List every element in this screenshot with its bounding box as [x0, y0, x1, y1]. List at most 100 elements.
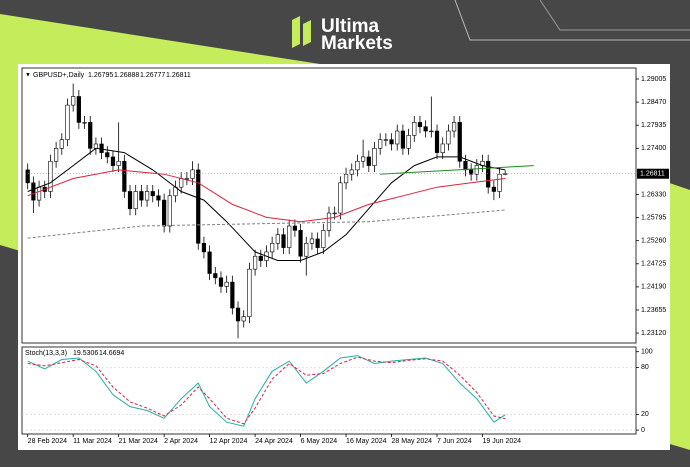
candle-body — [184, 178, 189, 180]
candle-body — [355, 160, 360, 171]
candle-body — [139, 191, 144, 201]
candle-body — [497, 173, 502, 192]
chart-title: GBPUSD+,Daily — [33, 72, 85, 79]
y-tick-label: 1.26330 — [641, 191, 666, 198]
y-tick-label: 0 — [641, 427, 645, 434]
candle-body — [110, 156, 116, 166]
candle-body — [338, 182, 343, 214]
candle-body — [116, 160, 121, 166]
candle-body — [162, 199, 167, 227]
candle-body — [326, 212, 332, 231]
candle-body — [486, 160, 491, 188]
candle-body — [230, 281, 235, 309]
candle-body — [457, 122, 462, 162]
ohlc-low: 1.26777 — [140, 72, 165, 79]
y-tick-label: 1.24725 — [641, 261, 666, 268]
candle-body — [451, 122, 457, 132]
candle-body — [105, 152, 110, 158]
candle-body — [389, 139, 394, 145]
decor-line — [539, 0, 690, 31]
x-tick-label: 28 May 2024 — [392, 438, 433, 445]
candle-body — [321, 230, 326, 248]
price-frame — [21, 67, 637, 344]
candle-body — [252, 255, 258, 270]
candle-body — [127, 191, 133, 210]
candle-body — [412, 122, 417, 136]
candle-body — [332, 212, 337, 215]
y-tick-label: 1.23120 — [641, 330, 666, 337]
candle-body — [406, 135, 411, 149]
y-tick-label: 20 — [641, 411, 649, 418]
candle-body — [315, 238, 320, 248]
candle-body — [287, 225, 292, 248]
ohlc-close: 1.26811 — [166, 72, 191, 79]
candle-body — [292, 225, 297, 231]
y-tick-label: 1.27400 — [641, 145, 666, 152]
candle-body — [31, 182, 36, 201]
x-tick-label: 11 Mar 2024 — [73, 438, 112, 445]
indicator-line — [27, 169, 506, 223]
candle-body — [207, 251, 212, 274]
candle-body — [270, 242, 275, 253]
candle-body — [122, 160, 127, 192]
candle-body — [71, 96, 76, 106]
candle-body — [383, 139, 388, 141]
candle-body — [235, 307, 241, 322]
candle-body — [395, 130, 400, 145]
price-badge — [637, 168, 669, 179]
candle-body — [76, 96, 81, 123]
stoch-title: Stoch(13,3,3) — [25, 350, 67, 357]
candle-body — [179, 178, 184, 188]
candle-body — [196, 169, 201, 244]
candle-body — [82, 122, 87, 124]
y-tick-label: 1.29005 — [641, 76, 666, 83]
candle-body — [349, 169, 354, 175]
x-tick-label: 19 Jun 2024 — [483, 438, 522, 445]
candle-body — [281, 234, 286, 248]
x-tick-label: 12 Apr 2024 — [210, 438, 248, 445]
candle-body — [190, 169, 195, 179]
candle-body — [298, 230, 303, 257]
candle-body — [343, 173, 349, 184]
brand-text: Markets — [321, 33, 393, 54]
candle-body — [304, 242, 309, 257]
x-tick-label: 6 May 2024 — [301, 438, 338, 445]
candle-body — [133, 191, 138, 210]
candle-body — [224, 281, 229, 287]
candle-body — [54, 147, 59, 162]
candle-body — [25, 169, 30, 184]
stoch-frame — [21, 346, 637, 435]
x-tick-label: 28 Feb 2024 — [28, 438, 67, 445]
candle-body — [440, 143, 445, 153]
indicator-line — [27, 147, 506, 261]
candle-body — [247, 268, 252, 317]
logo-mark — [292, 16, 300, 48]
y-tick-label: 1.23655 — [641, 307, 666, 314]
candle-body — [156, 195, 161, 201]
stoch-main-value: 19.5306 — [73, 350, 98, 357]
candle-body — [474, 165, 479, 175]
candle-body — [361, 156, 366, 162]
x-tick-label: 24 Apr 2024 — [255, 438, 293, 445]
stoch-signal-value: 14.6694 — [99, 350, 124, 357]
candle-body — [59, 139, 64, 149]
x-tick-label: 16 May 2024 — [346, 438, 387, 445]
candle-body — [378, 139, 383, 149]
candle-body — [167, 195, 172, 227]
candle-body — [400, 130, 406, 149]
candle-body — [469, 169, 474, 175]
x-tick-label: 2 Apr 2024 — [164, 438, 198, 445]
y-tick-label: 1.25260 — [641, 238, 666, 245]
y-tick-label: 1.27935 — [641, 122, 666, 129]
candle-body — [36, 186, 42, 201]
decor-line — [454, 0, 690, 41]
y-tick-label: 1.25795 — [641, 214, 666, 221]
symbol-caret: ▼ — [25, 73, 31, 79]
candle-body — [218, 277, 224, 287]
candle-body — [88, 122, 93, 149]
x-tick-label: 7 Jun 2024 — [437, 438, 472, 445]
indicator-line — [380, 165, 534, 175]
candle-body — [201, 242, 207, 253]
logo-mark — [303, 20, 311, 46]
